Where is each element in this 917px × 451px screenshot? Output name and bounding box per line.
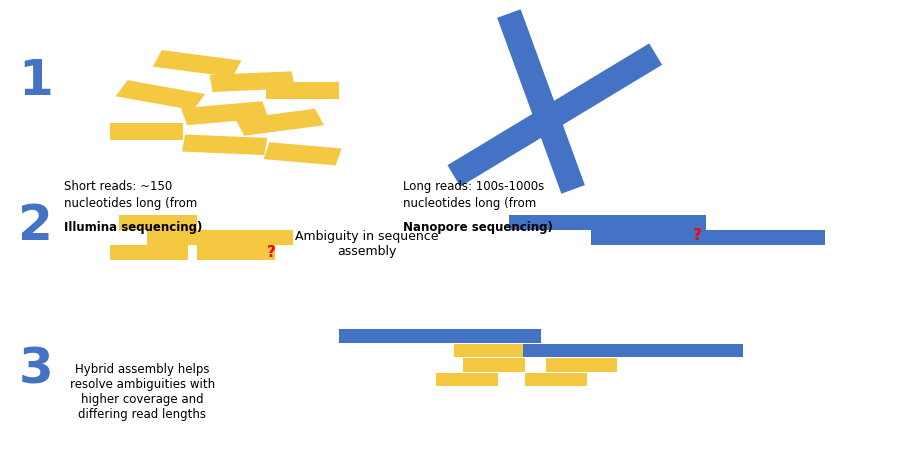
Text: 1: 1 bbox=[18, 57, 53, 105]
Bar bbox=[591, 230, 825, 245]
Bar bbox=[339, 329, 541, 343]
Bar bbox=[210, 71, 294, 92]
Bar bbox=[110, 123, 183, 140]
Text: Ambiguity in sequence
assembly: Ambiguity in sequence assembly bbox=[295, 230, 438, 258]
Bar bbox=[518, 344, 743, 357]
Text: Hybrid assembly helps
resolve ambiguities with
higher coverage and
differing rea: Hybrid assembly helps resolve ambiguitie… bbox=[70, 364, 215, 421]
Text: Illumina sequencing): Illumina sequencing) bbox=[64, 221, 203, 234]
Bar bbox=[463, 358, 525, 372]
Bar bbox=[454, 344, 523, 357]
Bar bbox=[181, 101, 269, 125]
Bar bbox=[236, 109, 324, 136]
Bar bbox=[182, 134, 267, 155]
Bar bbox=[153, 50, 241, 77]
Bar bbox=[119, 215, 197, 230]
Bar bbox=[436, 373, 498, 386]
Bar bbox=[525, 373, 587, 386]
Bar bbox=[197, 245, 275, 260]
Bar bbox=[206, 230, 293, 245]
Text: Nanopore sequencing): Nanopore sequencing) bbox=[403, 221, 553, 234]
Bar bbox=[116, 80, 205, 110]
Bar bbox=[266, 82, 339, 99]
Text: 3: 3 bbox=[18, 346, 53, 394]
Text: ?: ? bbox=[692, 228, 702, 243]
Bar bbox=[263, 142, 342, 166]
Text: Short reads: ~150
nucleotides long (from: Short reads: ~150 nucleotides long (from bbox=[64, 180, 197, 211]
Text: ?: ? bbox=[267, 245, 276, 260]
Bar bbox=[110, 245, 188, 260]
Bar bbox=[546, 358, 617, 372]
Bar bbox=[509, 215, 706, 230]
Bar bbox=[147, 230, 234, 245]
Text: Long reads: 100s-1000s
nucleotides long (from: Long reads: 100s-1000s nucleotides long … bbox=[403, 180, 545, 211]
Text: 2: 2 bbox=[18, 202, 53, 249]
